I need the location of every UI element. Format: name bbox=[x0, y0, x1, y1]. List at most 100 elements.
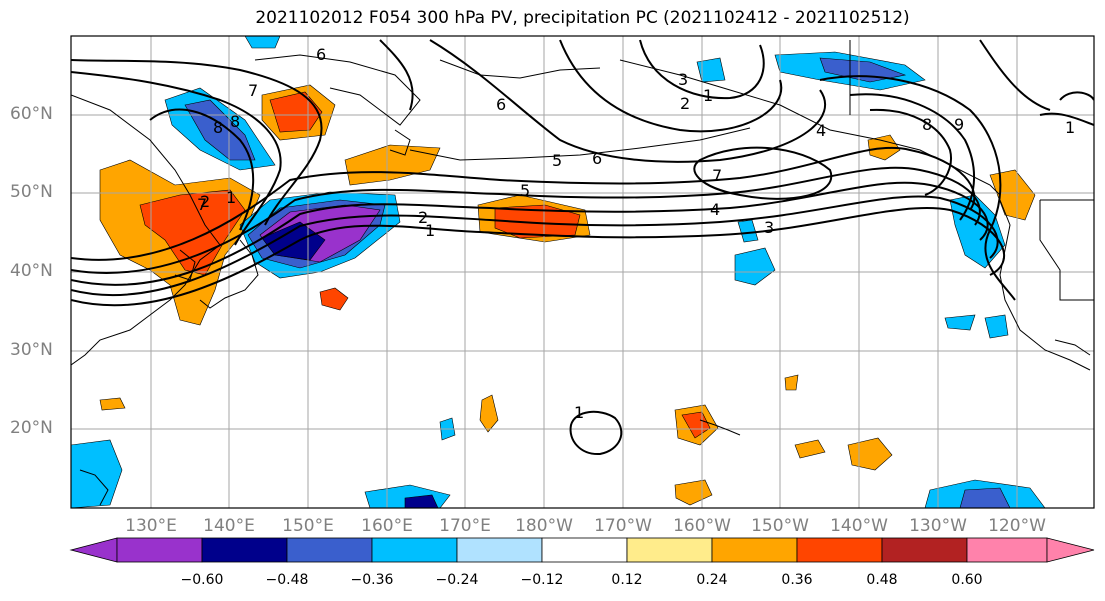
colorbar-segment bbox=[541, 537, 628, 563]
pv-contour-15 bbox=[869, 108, 952, 196]
pv-contour-12 bbox=[693, 146, 833, 200]
contour-label: 2 bbox=[680, 94, 690, 113]
pv-contour-10 bbox=[559, 39, 783, 133]
precip-core-tropics-south bbox=[681, 411, 711, 439]
longitude-label: 130°W bbox=[909, 516, 967, 536]
precip-spot-tropics-southwest bbox=[99, 397, 126, 411]
precip-spot-east-pacific bbox=[737, 219, 759, 243]
precip-core-central-pacific bbox=[494, 204, 581, 239]
longitude-label: 150°W bbox=[751, 516, 809, 536]
contour-label: 3 bbox=[678, 70, 688, 89]
longitude-label: 180°W bbox=[515, 516, 573, 536]
pv-contour-9 bbox=[429, 39, 827, 163]
precip-core-tropics-west bbox=[404, 494, 439, 508]
longitude-label: 150°E bbox=[282, 516, 334, 536]
contour-label: 7 bbox=[248, 81, 258, 100]
coast-kamchatka bbox=[254, 54, 421, 126]
contour-label: 8 bbox=[213, 118, 223, 137]
pv-contour-13 bbox=[819, 75, 1016, 301]
contour-label: 6 bbox=[592, 149, 602, 168]
latitude-label: 20°N bbox=[10, 418, 53, 438]
precip-spot-high-north bbox=[696, 57, 726, 83]
coast-hawaii bbox=[699, 419, 741, 436]
contour-label: 2 bbox=[418, 208, 428, 227]
contour-label: 4 bbox=[710, 200, 720, 219]
contour-label: 1 bbox=[1065, 118, 1075, 137]
contour-label: 7 bbox=[712, 166, 722, 185]
colorbar-segment bbox=[201, 537, 288, 563]
colorbar bbox=[69, 537, 1095, 563]
precip-area-bering bbox=[344, 144, 441, 186]
contour-label: 2 bbox=[200, 192, 210, 211]
contour-label: 1 bbox=[574, 403, 584, 422]
contour-label: 1 bbox=[226, 188, 236, 207]
contour-label: 1 bbox=[703, 86, 713, 105]
longitude-label: 170°W bbox=[594, 516, 652, 536]
contour-label: 8 bbox=[922, 115, 932, 134]
colorbar-segment bbox=[456, 537, 543, 563]
precip-spot-west-coast-south bbox=[944, 314, 976, 331]
precip-spot-hawaii-west bbox=[479, 394, 499, 433]
pv-contour-17 bbox=[979, 39, 1051, 111]
contour-label: 1 bbox=[425, 221, 435, 240]
precip-spot-tropics-center bbox=[674, 479, 713, 506]
contour-label: 6 bbox=[316, 45, 326, 64]
colorbar-segment bbox=[966, 537, 1048, 563]
pv-contour-4 bbox=[71, 166, 981, 274]
longitude-label: 160°W bbox=[673, 516, 731, 536]
precip-spot-north-pacific bbox=[319, 287, 349, 311]
pv-contour-8 bbox=[149, 108, 255, 231]
pv-contour-5 bbox=[71, 146, 976, 261]
precip-navy-japan bbox=[261, 221, 326, 261]
pv-contour-18 bbox=[569, 410, 623, 456]
colorbar-extend-high bbox=[1046, 537, 1095, 563]
contour-label: 8 bbox=[230, 112, 240, 131]
coast-asia bbox=[71, 94, 221, 366]
pv-contour-3 bbox=[71, 181, 989, 286]
pv-contour-11 bbox=[639, 39, 765, 100]
precip-area-east-pacific bbox=[734, 247, 776, 286]
precip-core-tropics-east bbox=[959, 487, 1011, 508]
latitude-label: 60°N bbox=[10, 104, 53, 124]
colorbar-tick-label: −0.48 bbox=[265, 572, 309, 588]
contour-label: 3 bbox=[764, 218, 774, 237]
coast-philippines bbox=[79, 469, 109, 506]
contour-label: 5 bbox=[552, 151, 562, 170]
colorbar-segment bbox=[626, 537, 713, 563]
colorbar-tick-label: −0.60 bbox=[180, 572, 224, 588]
colorbar-tick-label: 0.36 bbox=[781, 572, 813, 588]
pv-contour-14 bbox=[849, 93, 976, 221]
colorbar-tick-label: −0.36 bbox=[350, 572, 394, 588]
colorbar-segment bbox=[371, 537, 458, 563]
colorbar-segment bbox=[711, 537, 798, 563]
border-us-state bbox=[1039, 200, 1094, 301]
coast-japan bbox=[199, 239, 259, 309]
colorbar-tick-label: −0.24 bbox=[435, 572, 479, 588]
colorbar-segment bbox=[881, 537, 968, 563]
colorbar-segment bbox=[796, 537, 883, 563]
longitude-label: 140°W bbox=[830, 516, 888, 536]
coast-kamchatka-south bbox=[389, 129, 411, 156]
latitude-label: 40°N bbox=[10, 261, 53, 281]
longitude-label: 130°E bbox=[125, 516, 177, 536]
coast-mexico bbox=[1054, 339, 1091, 356]
contour-label: 4 bbox=[816, 121, 826, 140]
precip-spot-west-coast-south-2 bbox=[984, 314, 1009, 339]
pv-contour-1 bbox=[71, 206, 1006, 307]
longitude-label: 120°W bbox=[988, 516, 1046, 536]
longitude-label: 140°E bbox=[203, 516, 255, 536]
precip-spot-tropics-south-center bbox=[794, 439, 826, 459]
colorbar-tick-label: 0.24 bbox=[696, 572, 728, 588]
contour-label: 9 bbox=[954, 115, 964, 134]
precip-spot-subtropics bbox=[784, 374, 799, 391]
pv-contour-20 bbox=[1059, 91, 1094, 101]
precip-area-western-tropics bbox=[71, 439, 123, 508]
colorbar-extend-low bbox=[69, 537, 118, 563]
longitude-label: 170°E bbox=[439, 516, 491, 536]
pv-contour-19 bbox=[379, 39, 414, 111]
pv-contour-7 bbox=[71, 71, 282, 246]
map-frame bbox=[70, 35, 1095, 509]
contour-labels: 6 7 8 8 7 6 5 4 3 2 1 5 4 3 2 1 6 7 8 9 … bbox=[197, 45, 1075, 422]
coast-bering-north bbox=[439, 59, 601, 79]
